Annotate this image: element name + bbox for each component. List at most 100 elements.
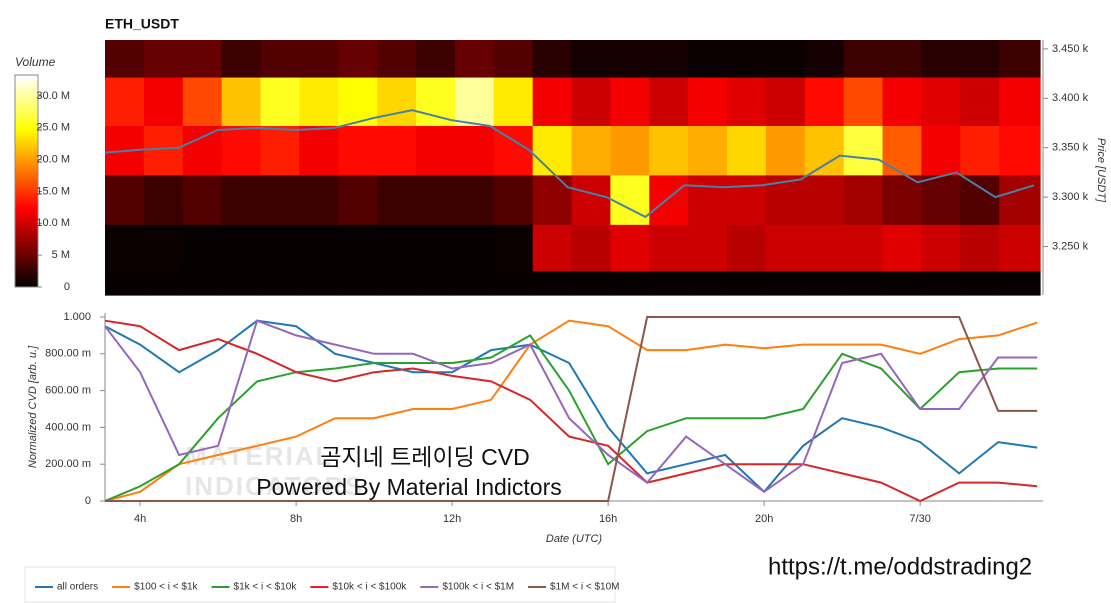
colorbar-step — [15, 187, 38, 190]
colorbar-step — [15, 170, 38, 174]
colorbar-step — [15, 155, 38, 159]
colorbar-step — [15, 253, 38, 256]
heat-cell — [999, 271, 1041, 296]
heat-cell — [493, 77, 534, 127]
y-tick-label: 800.00 m — [45, 348, 91, 360]
heat-cell — [882, 40, 923, 79]
heat-cell — [377, 175, 417, 226]
y-tick-label: 400.00 m — [45, 421, 91, 433]
series-line — [104, 319, 1038, 494]
heat-cell — [804, 125, 845, 177]
colorbar-step — [15, 130, 38, 133]
heat-cell — [143, 175, 184, 226]
heat-cell — [571, 271, 612, 296]
heat-cell — [571, 125, 612, 177]
colorbar-step — [15, 225, 38, 229]
legend-label: all orders — [57, 582, 98, 593]
heat-cell — [416, 77, 456, 127]
link-text: https://t.me/oddstrading2 — [768, 553, 1032, 580]
x-tick-label: 16h — [599, 513, 617, 525]
y-axis-label: Price [USDT] — [1095, 138, 1107, 203]
x-tick-label: 12h — [443, 513, 461, 525]
x-axis-label: Date (UTC) — [546, 533, 603, 545]
colorbar-step — [15, 178, 38, 182]
colorbar-step — [15, 183, 38, 186]
colorbar-step — [15, 77, 38, 80]
colorbar-step — [15, 100, 38, 104]
heat-cell — [416, 175, 456, 226]
heat-cell — [688, 175, 728, 226]
heat-cell — [338, 175, 378, 226]
heat-cell — [377, 271, 417, 296]
colorbar-tick-label: 30.0 M — [36, 90, 70, 102]
series-line — [104, 319, 1038, 503]
heat-cell — [727, 125, 767, 177]
colorbar-step — [15, 144, 38, 148]
heat-cell — [299, 224, 339, 272]
colorbar-step — [15, 234, 38, 237]
colorbar-step — [15, 89, 38, 93]
heat-cell — [960, 175, 1000, 226]
heat-cell — [921, 271, 961, 296]
heat-cell — [416, 271, 456, 296]
heat-cell — [649, 271, 689, 296]
heat-cell — [416, 40, 456, 79]
heat-cell — [765, 271, 806, 296]
heat-cell — [377, 125, 417, 177]
colorbar-step — [15, 181, 38, 184]
heat-cell — [221, 125, 262, 177]
colorbar-step — [15, 270, 38, 273]
colorbar-step — [15, 223, 38, 227]
heat-cell — [221, 271, 262, 296]
colorbar-step — [15, 164, 38, 167]
colorbar-step — [15, 119, 38, 123]
colorbar-step — [15, 125, 38, 129]
colorbar-step — [15, 210, 38, 214]
heat-cell — [727, 40, 767, 79]
price-line — [104, 109, 1035, 219]
legend-label: $100 < i < $1k — [134, 582, 198, 593]
colorbar-step — [15, 191, 38, 195]
colorbar-step — [15, 115, 38, 118]
colorbar-step — [15, 240, 38, 243]
heat-cell — [105, 40, 145, 79]
colorbar-step — [15, 282, 38, 286]
colorbar-step — [15, 272, 38, 275]
heat-cell — [921, 40, 961, 79]
heat-cell — [338, 224, 378, 272]
y-tick-label: 3.450 k — [1052, 43, 1089, 55]
colorbar-title: Volume — [15, 55, 56, 69]
heat-cell — [610, 125, 650, 177]
heat-cell — [182, 175, 223, 226]
colorbar-step — [15, 153, 38, 157]
heat-cell — [882, 77, 923, 127]
heat-cell — [843, 77, 884, 127]
heat-cell — [221, 224, 262, 272]
colorbar-step — [15, 259, 38, 263]
colorbar-step — [15, 248, 38, 252]
heat-cell — [804, 271, 845, 296]
heat-cell — [299, 175, 339, 226]
colorbar-step — [15, 91, 38, 95]
colorbar-step — [15, 229, 38, 233]
heat-cell — [493, 224, 534, 272]
heat-cell — [143, 271, 184, 296]
colorbar-tick-label: 15.0 M — [36, 185, 70, 197]
colorbar-step — [15, 227, 38, 231]
heat-cell — [299, 125, 339, 177]
colorbar-step — [15, 108, 38, 112]
y-tick-label: 600.00 m — [45, 385, 91, 397]
heat-cell — [843, 271, 884, 296]
heat-cell — [804, 175, 845, 226]
heat-cell — [221, 77, 262, 127]
y-tick-label: 200.00 m — [45, 458, 91, 470]
heat-cell — [649, 77, 689, 127]
heat-cell — [143, 224, 184, 272]
heat-cell — [804, 40, 845, 79]
heat-cell — [765, 125, 806, 177]
heat-cell — [882, 271, 923, 296]
colorbar-step — [15, 75, 38, 78]
heat-cell — [921, 77, 961, 127]
heat-cell — [649, 125, 689, 177]
x-tick-label: 8h — [290, 513, 302, 525]
